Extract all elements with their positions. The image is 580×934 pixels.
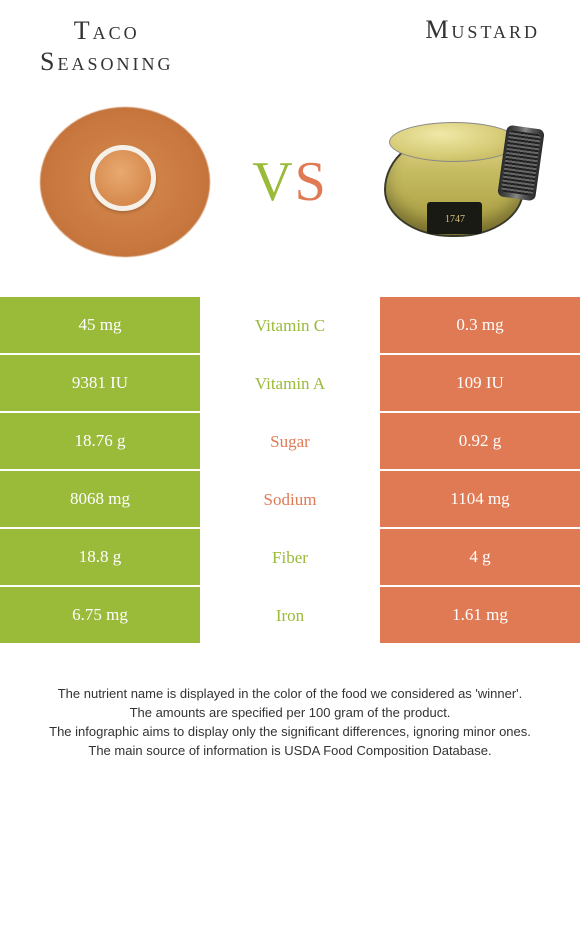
footnote-4: The main source of information is USDA F… <box>30 742 550 761</box>
vs-s: S <box>295 151 328 213</box>
table-row: 18.8 gFiber4 g <box>0 529 580 587</box>
right-value: 4 g <box>380 529 580 587</box>
right-value: 109 IU <box>380 355 580 413</box>
right-value: 0.92 g <box>380 413 580 471</box>
nutrient-label: Vitamin C <box>200 297 380 355</box>
nutrient-label: Fiber <box>200 529 380 587</box>
right-food-title: Mustard <box>425 15 540 45</box>
images-row: VS <box>0 77 580 297</box>
nutrient-label: Iron <box>200 587 380 645</box>
nutrient-label: Sodium <box>200 471 380 529</box>
table-row: 9381 IUVitamin A109 IU <box>0 355 580 413</box>
vs-label: VS <box>252 150 328 214</box>
left-value: 9381 IU <box>0 355 200 413</box>
left-value: 45 mg <box>0 297 200 355</box>
taco-seasoning-icon <box>40 107 210 257</box>
footnotes: The nutrient name is displayed in the co… <box>0 645 580 760</box>
vs-v: V <box>252 151 294 213</box>
table-row: 8068 mgSodium1104 mg <box>0 471 580 529</box>
nutrient-label: Vitamin A <box>200 355 380 413</box>
table-row: 18.76 gSugar0.92 g <box>0 413 580 471</box>
table-row: 45 mgVitamin C0.3 mg <box>0 297 580 355</box>
right-value: 1.61 mg <box>380 587 580 645</box>
nutrient-label: Sugar <box>200 413 380 471</box>
header: Taco Seasoning Mustard <box>0 0 580 77</box>
footnote-2: The amounts are specified per 100 gram o… <box>30 704 550 723</box>
left-value: 18.8 g <box>0 529 200 587</box>
right-value: 0.3 mg <box>380 297 580 355</box>
footnote-1: The nutrient name is displayed in the co… <box>30 685 550 704</box>
left-food-image <box>40 97 210 267</box>
left-food-title: Taco Seasoning <box>40 15 173 77</box>
right-value: 1104 mg <box>380 471 580 529</box>
left-value: 18.76 g <box>0 413 200 471</box>
left-value: 8068 mg <box>0 471 200 529</box>
left-value: 6.75 mg <box>0 587 200 645</box>
comparison-table: 45 mgVitamin C0.3 mg9381 IUVitamin A109 … <box>0 297 580 645</box>
footnote-3: The infographic aims to display only the… <box>30 723 550 742</box>
mustard-jar-icon <box>377 107 532 257</box>
right-food-image <box>370 97 540 267</box>
table-row: 6.75 mgIron1.61 mg <box>0 587 580 645</box>
